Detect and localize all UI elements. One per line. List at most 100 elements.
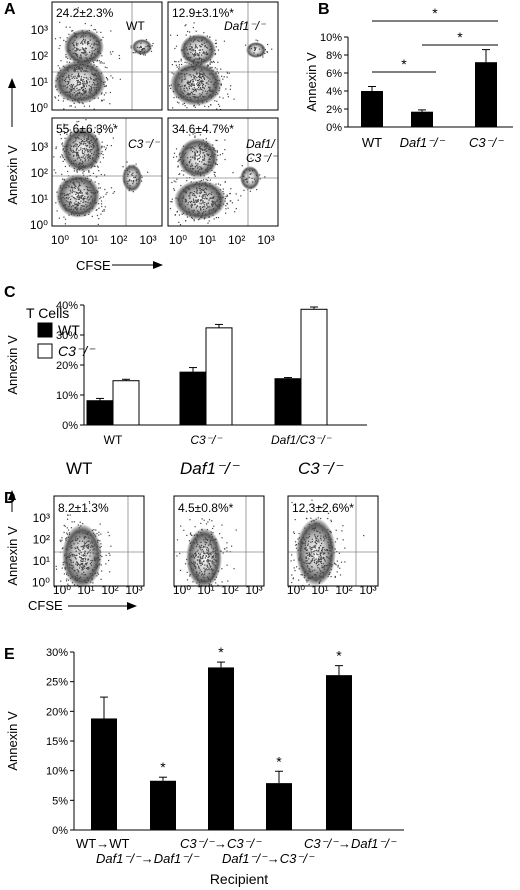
flowa2-event-dot <box>129 187 131 189</box>
flowd2-event-dot <box>327 541 329 544</box>
flowa1-event-dot <box>227 93 229 95</box>
flowa2-event-dot <box>71 150 73 152</box>
flowa3-event-dot <box>217 196 219 198</box>
flowa2-event-dot <box>85 144 87 147</box>
flowa3-event-dot <box>202 182 204 185</box>
flowa2-event-dot <box>86 193 88 195</box>
flowa3-event-dot <box>218 194 221 196</box>
flowa0-event-dot <box>85 91 87 93</box>
flowa0-event-dot <box>63 79 66 82</box>
flowa0-event-dot <box>96 84 99 86</box>
flowa0-event-dot <box>86 81 88 84</box>
flowa2-event-dot <box>62 196 64 199</box>
flowa2-event-dot <box>64 165 66 168</box>
flowd1-event-dot <box>202 546 204 549</box>
flowa2-event-dot <box>84 147 86 150</box>
flowa1-event-dot <box>194 68 196 70</box>
flowa2-event-dot <box>79 131 81 133</box>
flowa2-event-dot <box>93 165 95 167</box>
flowa0-event-dot <box>56 78 59 80</box>
flowd0-event-dot <box>83 544 85 547</box>
flowa1-event-dot <box>184 48 186 50</box>
flowa3-event-dot <box>224 198 226 200</box>
flowd2-event-dot <box>329 550 331 552</box>
panel-b-y-tick: 2% <box>326 104 342 116</box>
flowa0-event-dot <box>60 60 62 62</box>
flowd2-event-dot <box>344 561 346 563</box>
flowa0-event-dot <box>68 81 70 83</box>
flowa1-event-dot <box>214 67 216 69</box>
flowa0-event-dot <box>83 81 86 83</box>
flowa0-event-dot <box>93 44 95 46</box>
flowa2-event-dot <box>97 191 99 193</box>
flowa2-event-dot <box>102 157 104 159</box>
flowa3-event-dot <box>203 191 206 193</box>
flowd0-event-dot <box>92 582 94 584</box>
flowd1-event-dot <box>202 556 204 558</box>
flowa1-event-dot <box>175 64 177 66</box>
flowd1-event-dot <box>226 550 228 552</box>
flowa2-event-dot <box>104 174 106 176</box>
flowd2-event-dot <box>325 565 327 567</box>
flowa1-event-dot <box>202 75 205 77</box>
flowd0-event-dot <box>86 544 88 546</box>
flowd1-event-dot <box>200 557 202 559</box>
flowa2-event-dot <box>78 168 80 170</box>
flowa0-event-dot <box>77 94 79 96</box>
flowa2-event-dot <box>95 150 97 152</box>
flowd0-event-dot <box>80 552 82 554</box>
flowa2-event-dot <box>66 184 68 186</box>
flowa0-event-dot <box>112 77 114 79</box>
flowd0-event-dot <box>68 536 70 538</box>
flowd2-event-dot <box>314 547 317 549</box>
flowd2-event-dot <box>305 541 307 543</box>
flowa1-event-dot <box>219 96 221 98</box>
flowa0-event-dot <box>69 58 71 60</box>
flowa0-event-dot <box>144 49 146 51</box>
flowa2-event-dot <box>53 169 55 171</box>
flowa2-event-dot <box>62 160 64 162</box>
flowa0-event-dot <box>85 80 88 82</box>
panel-label-c: C <box>4 284 16 301</box>
flowa3-event-dot <box>209 183 211 185</box>
flowa2-event-dot <box>61 193 63 195</box>
flowa0-event-dot <box>92 47 94 49</box>
flowa0-event-dot <box>89 100 91 102</box>
flowa2-event-dot <box>91 144 93 146</box>
flowd0-event-dot <box>87 559 89 561</box>
flowa1-event-dot <box>194 38 196 41</box>
flowa2-event-dot <box>80 208 82 211</box>
flowd0-event-dot <box>69 555 72 557</box>
flowa0-event-dot <box>86 59 88 61</box>
flowa2-event-dot <box>69 193 71 195</box>
flowa2-event-dot <box>77 154 79 156</box>
flowd0-event-dot <box>77 542 79 544</box>
flowa1-event-dot <box>208 86 210 88</box>
flowd0-event-dot <box>82 547 84 549</box>
flowa2-event-dot <box>93 138 95 140</box>
flowa3-event-dot <box>203 204 205 206</box>
flowa3-event-dot <box>220 205 222 207</box>
flowa2-event-dot <box>76 169 78 171</box>
flowd0-event-dot <box>80 560 83 562</box>
flowa0-event-dot <box>58 76 60 78</box>
flowa1-event-dot <box>216 75 218 77</box>
flowa2-event-dot <box>61 178 64 180</box>
flowd1-event-dot <box>179 552 181 555</box>
flowa0-event-dot <box>74 39 76 41</box>
flowa2-event-dot <box>77 151 79 154</box>
flowd2-event-dot <box>315 522 317 524</box>
flowa0-event-dot <box>73 89 75 91</box>
flowa1-event-dot <box>203 73 206 75</box>
flowa3-event-dot <box>209 197 211 199</box>
flowd0-event-dot <box>82 532 84 534</box>
flowd1-event-dot <box>204 546 206 548</box>
flowa2-event-dot <box>131 173 133 175</box>
flowd1-event-dot <box>212 569 214 571</box>
flowa1-event-dot <box>214 78 217 80</box>
flowa1-event-dot <box>192 90 194 92</box>
flowa1-event-dot <box>199 95 201 97</box>
flowd2-event-dot <box>320 556 322 558</box>
flowa3-event-dot <box>205 193 208 195</box>
flowa0-event-dot <box>102 36 104 38</box>
